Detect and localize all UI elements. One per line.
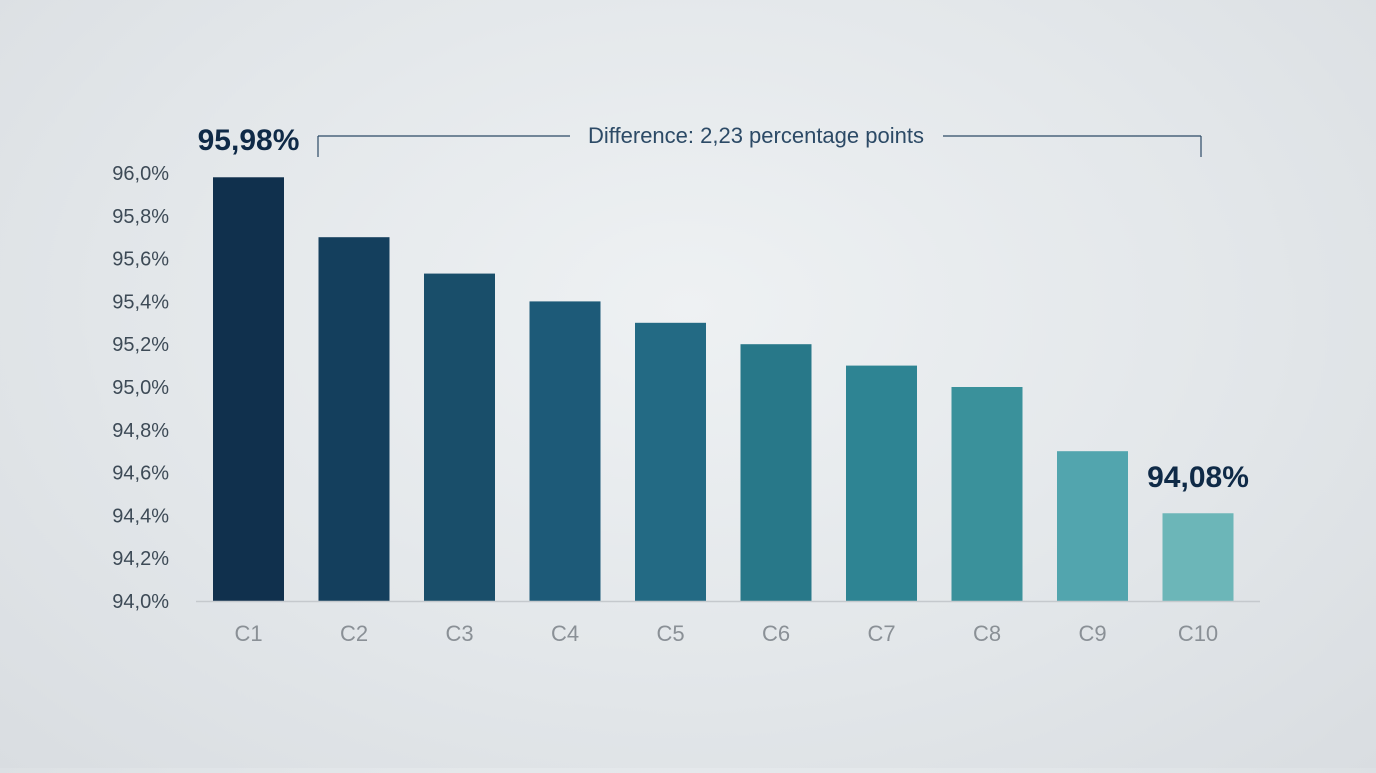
bar bbox=[846, 365, 917, 601]
difference-label: Difference: 2,23 percentage points bbox=[588, 123, 924, 148]
x-tick-label: C10 bbox=[1178, 621, 1218, 646]
y-tick-label: 94,6% bbox=[112, 463, 169, 485]
x-tick-label: C5 bbox=[656, 621, 684, 646]
bar bbox=[213, 177, 284, 601]
y-tick-label: 95,0% bbox=[112, 377, 169, 399]
x-tick-label: C7 bbox=[867, 621, 895, 646]
difference-bracket: Difference: 2,23 percentage points bbox=[317, 123, 1202, 157]
x-tick-label: C8 bbox=[973, 621, 1001, 646]
y-tick-label: 95,8% bbox=[112, 206, 169, 228]
y-tick-label: 94,2% bbox=[112, 548, 169, 570]
x-tick-label: C4 bbox=[551, 621, 579, 646]
bars-group bbox=[213, 177, 1234, 601]
x-tick-label: C9 bbox=[1078, 621, 1106, 646]
bar bbox=[424, 273, 495, 601]
bar bbox=[740, 344, 812, 601]
x-tick-label: C3 bbox=[445, 621, 473, 646]
y-tick-label: 94,8% bbox=[112, 420, 169, 442]
bar bbox=[529, 301, 601, 601]
y-tick-label: 95,6% bbox=[112, 249, 169, 271]
x-axis: C1 C2 C3 C4 C5 C6 C7 C8 C9 C10 bbox=[234, 621, 1218, 646]
bar bbox=[951, 387, 1023, 601]
y-axis: 94,0% 94,2% 94,4% 94,6% 94,8% 95,0% 95,2% 95,4%… bbox=[112, 163, 169, 613]
y-tick-label: 94,4% bbox=[112, 505, 169, 527]
min-value-label: 94,08% bbox=[1147, 461, 1249, 494]
bar bbox=[635, 322, 706, 601]
x-tick-label: C1 bbox=[234, 621, 262, 646]
y-tick-label: 96,0% bbox=[112, 163, 169, 185]
x-tick-label: C2 bbox=[340, 621, 368, 646]
bar bbox=[318, 237, 390, 601]
y-tick-label: 95,4% bbox=[112, 291, 169, 313]
y-tick-label: 95,2% bbox=[112, 334, 169, 356]
bar bbox=[1057, 451, 1128, 601]
max-value-label: 95,98% bbox=[198, 124, 300, 157]
y-tick-label: 94,0% bbox=[112, 591, 169, 613]
x-tick-label: C6 bbox=[762, 621, 790, 646]
bar bbox=[1162, 513, 1234, 601]
